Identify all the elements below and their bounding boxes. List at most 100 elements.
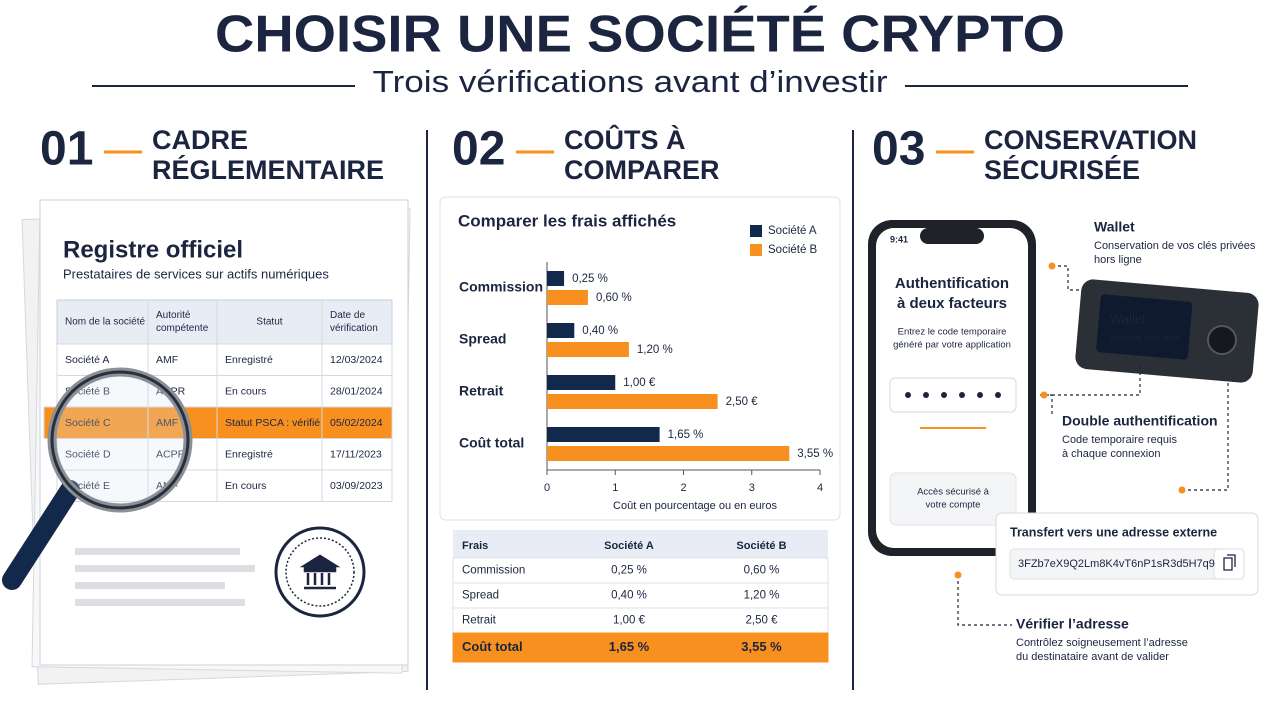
status-time: 9:41 (890, 234, 908, 244)
cell: 0,60 % (744, 565, 780, 577)
transfer-title: Transfert vers une adresse externe (1010, 525, 1217, 539)
magnifier (2, 367, 193, 590)
phone-text: Entrez le code temporaire (898, 327, 1007, 338)
value-label: 1,20 % (637, 344, 673, 356)
registry-subtitle: Prestataires de services sur actifs numé… (63, 266, 329, 281)
callout-text: du destinataire avant de valider (1016, 651, 1169, 663)
cell: Société C (65, 417, 111, 429)
cell: Statut PSCA : vérifié (225, 417, 320, 429)
cell: Société A (65, 354, 109, 366)
x-tick-label: 4 (817, 482, 823, 494)
bar (547, 342, 629, 357)
column-header: Autorité (156, 310, 191, 321)
phone-text: généré par votre application (893, 340, 1011, 351)
table-row (452, 582, 829, 609)
x-tick-label: 0 (544, 482, 550, 494)
bar (547, 290, 588, 305)
legend-label: Société A (768, 225, 817, 237)
legend-label: Société B (768, 244, 818, 256)
cell: Spread (462, 590, 499, 602)
section-title: CONSERVATION (984, 125, 1197, 155)
device-title: Wallet (1110, 311, 1146, 326)
cell: 0,25 % (611, 565, 647, 577)
cell: AMF (156, 354, 178, 366)
cell: 17/11/2023 (330, 448, 382, 460)
category-label: Coût total (459, 435, 524, 451)
table-header (453, 530, 828, 558)
device-subtitle: Appareil hors ligne (1110, 332, 1181, 342)
category-label: Spread (459, 331, 506, 347)
total-row (452, 632, 829, 663)
copy-button[interactable] (1213, 548, 1245, 580)
category-label: Commission (459, 279, 543, 295)
callout-text: Contrôlez soigneusement l’adresse (1016, 637, 1188, 649)
column-header: Frais (462, 540, 488, 552)
table-row (56, 469, 393, 502)
cell: 3,55 % (741, 639, 782, 654)
section-number: 02 (452, 123, 505, 176)
cell: 28/01/2024 (330, 385, 383, 397)
registry-title: Registre officiel (63, 236, 243, 263)
bar (547, 427, 660, 442)
cell: Coût total (462, 639, 523, 654)
cell: 03/09/2023 (330, 480, 383, 492)
callout-text: Code temporaire requis (1062, 434, 1177, 446)
column-header: Date de (330, 310, 365, 321)
legend-swatch (750, 244, 762, 256)
section-title: COMPARER (564, 155, 720, 185)
cell: Commission (462, 565, 525, 577)
subtitle: Trois vérifications avant d’investir (373, 64, 888, 99)
phone-text: Accès sécurisé à (917, 487, 990, 498)
value-label: 2,50 € (726, 396, 759, 408)
section-title: COÛTS À (564, 124, 686, 155)
cell: Enregistré (225, 354, 273, 366)
column-header: compétente (156, 323, 209, 334)
bar (547, 446, 790, 461)
callout-title: Double authentification (1062, 413, 1218, 429)
highlight-row (43, 406, 393, 439)
value-label: 0,25 % (572, 273, 608, 285)
table-row (452, 607, 829, 634)
column-header: Nom de la société (65, 317, 145, 328)
x-tick-label: 3 (749, 482, 755, 494)
connector-dots (954, 262, 1186, 579)
value-label: 1,00 € (623, 377, 656, 389)
phone-title: à deux facteurs (897, 295, 1007, 312)
callout-title: Wallet (1094, 219, 1135, 235)
x-tick-label: 2 (680, 482, 686, 494)
cell: En cours (225, 385, 266, 397)
cell: AMF (156, 417, 178, 429)
chart-title: Comparer les frais affichés (458, 211, 676, 230)
x-axis-label: Coût en pourcentage ou en euros (613, 500, 777, 512)
phone-text: votre compte (926, 500, 981, 511)
value-label: 0,60 % (596, 292, 632, 304)
section-title: RÉGLEMENTAIRE (152, 154, 384, 185)
cell: 0,40 % (611, 590, 647, 602)
column-header: vérification (330, 323, 378, 334)
cell: 1,20 % (744, 590, 780, 602)
column-header: Statut (256, 317, 282, 328)
cell: 1,65 % (609, 639, 650, 654)
title: CHOISIR UNE SOCIÉTÉ CRYPTO (215, 6, 1065, 64)
bar (547, 271, 565, 286)
bar (547, 394, 718, 409)
column-header: Société B (736, 540, 786, 552)
legend-swatch (750, 225, 762, 237)
callout-text: à chaque connexion (1062, 448, 1160, 460)
value-label: 0,40 % (582, 325, 618, 337)
cell: En cours (225, 480, 266, 492)
callout-text: Conservation de vos clés privées (1094, 240, 1256, 252)
cell: Société D (65, 448, 111, 460)
cell: 05/02/2024 (330, 417, 383, 429)
section-number: 01 (40, 123, 93, 176)
wallet-device (1075, 279, 1259, 383)
chart-card (439, 196, 841, 521)
bar (547, 323, 575, 338)
copy-icon (1223, 554, 1236, 571)
callout-title: Vérifier l’adresse (1016, 616, 1129, 632)
phone-title: Authentification (895, 275, 1009, 292)
callout-text: hors ligne (1094, 254, 1142, 266)
address: 3FZb7eX9Q2Lm8K4vT6nP1sR3d5H7q9 (1018, 558, 1215, 570)
cell: 12/03/2024 (330, 354, 383, 366)
